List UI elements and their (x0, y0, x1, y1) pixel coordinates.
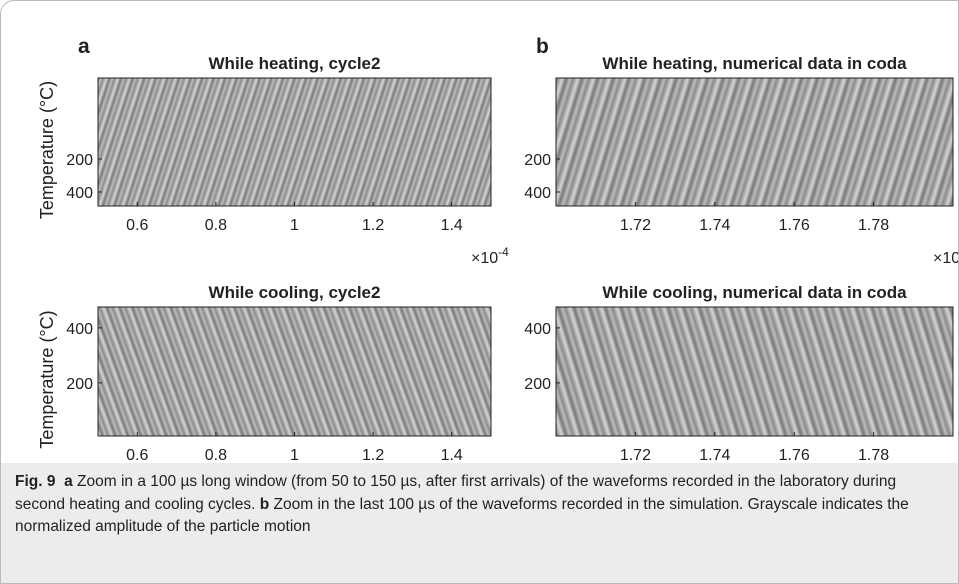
x-tick-label: 1.76 (779, 217, 810, 234)
x-tick-label: 1.72 (620, 217, 651, 234)
waveform-image (556, 78, 953, 206)
x-tick-label: 1 (290, 217, 299, 234)
multiplier-exponent: -4 (498, 245, 509, 259)
x-tick-label: 1.74 (699, 447, 730, 463)
x-tick-label: 1.4 (441, 217, 463, 234)
fig-label: Fig. 9 (15, 473, 56, 490)
panel-title: While cooling, cycle2 (209, 283, 381, 302)
y-axis-label: Temperature (°C) (37, 81, 57, 219)
x-tick-label: 1.72 (620, 447, 651, 463)
waveform-image (556, 307, 953, 436)
y-tick-label: 200 (66, 152, 93, 169)
y-axis-label: Temperature (°C) (37, 310, 57, 448)
x-tick-label: 1.76 (779, 447, 810, 463)
x-tick-label: 1.2 (362, 447, 384, 463)
panel-ref: a (64, 473, 73, 490)
caption: Fig. 9 a Zoom in a 100 µs long window (f… (1, 463, 958, 583)
x-tick-label: 1 (290, 447, 299, 463)
panel-label: b (536, 35, 549, 58)
waveform-image (98, 78, 491, 206)
x-tick-label: 0.6 (126, 217, 148, 234)
plot-frame (555, 306, 954, 437)
figure: a While heating, cycle2 0.6 0.8 1 1.2 1.4 200 40… (37, 35, 959, 463)
x-tick-label: 0.6 (126, 447, 148, 463)
y-tick-label: 400 (66, 321, 93, 338)
x-multiplier: ×10-3 (933, 245, 959, 267)
panel-title: While cooling, numerical data in coda (602, 283, 907, 302)
y-tick-label: 400 (524, 321, 551, 338)
x-tick-label: 1.2 (362, 217, 384, 234)
multiplier-base: ×10 (933, 250, 959, 267)
waveform-image (98, 307, 491, 436)
panel-title: While heating, numerical data in coda (602, 54, 907, 73)
y-tick-label: 400 (66, 185, 93, 202)
plot-frame (555, 77, 954, 207)
x-tick-label: 1.74 (699, 217, 730, 234)
panel-label: a (78, 35, 90, 58)
y-tick-label: 200 (66, 376, 93, 393)
panel-title: While heating, cycle2 (209, 54, 381, 73)
caption-text: Zoom in a 100 µs long window (from 50 to… (15, 473, 897, 513)
y-tick-label: 400 (524, 185, 551, 202)
x-tick-label: 0.8 (205, 447, 227, 463)
x-multiplier: ×10-4 (471, 245, 509, 267)
y-tick-label: 200 (524, 152, 551, 169)
x-tick-label: 1.4 (441, 447, 463, 463)
panel-ref: b (259, 495, 270, 513)
caption-text: Zoom in the last 100 µs of the waveforms… (15, 495, 909, 536)
x-tick-label: 1.78 (858, 447, 889, 463)
y-tick-label: 200 (524, 376, 551, 393)
x-tick-label: 1.78 (858, 217, 889, 234)
multiplier-base: ×10 (471, 250, 498, 267)
x-tick-label: 0.8 (205, 217, 227, 234)
